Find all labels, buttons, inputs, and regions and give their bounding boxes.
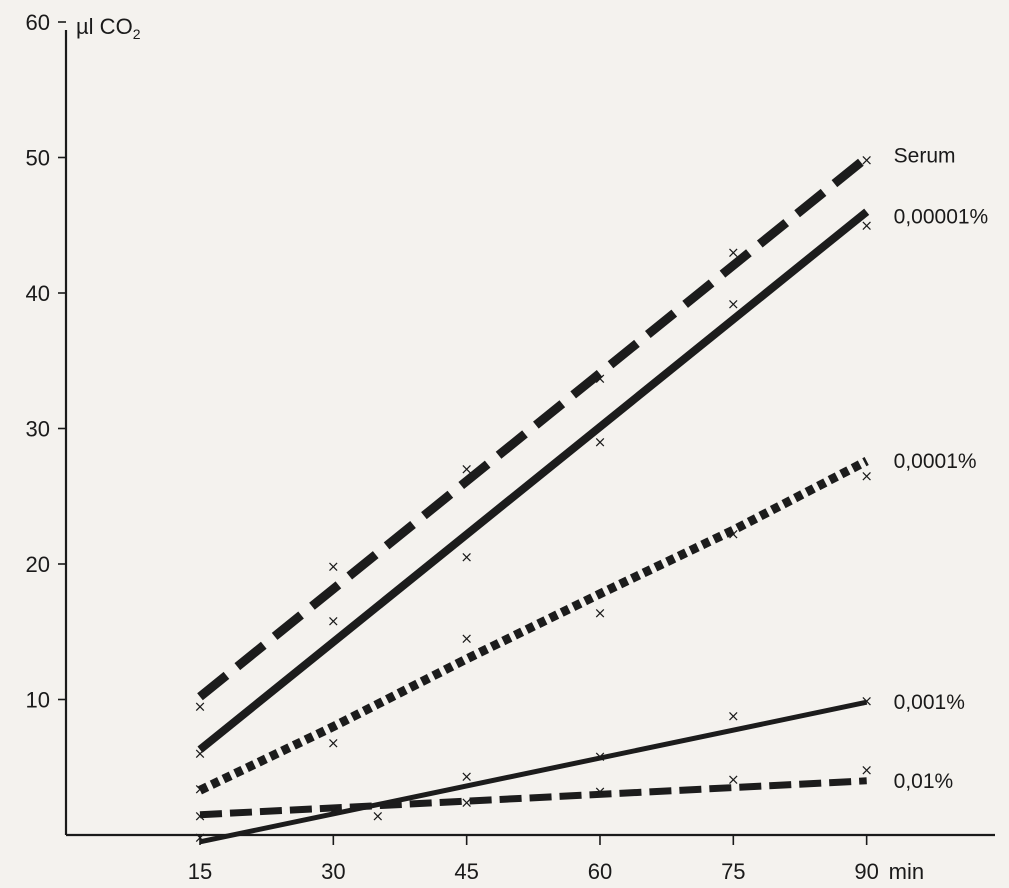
point-1-1: × [327,612,340,630]
point-1-3: × [594,433,607,451]
point-1-2: × [460,548,473,566]
series-line-4 [199,777,867,819]
series-label-2: 0,0001% [894,450,977,473]
point-4-6: × [860,761,873,779]
point-2-2: × [460,630,473,648]
point-0-3: × [594,369,607,387]
series-line-2 [198,457,869,795]
point-4-1: × [327,802,340,820]
point-4-0: × [194,807,207,825]
series-line-1 [197,208,870,753]
x-tick-label-90: 90 [854,859,878,884]
point-3-1: × [327,802,340,820]
point-3-4: × [727,707,740,725]
point-3-0: × [194,829,207,847]
point-1-0: × [194,745,207,763]
y-tick-label-20: 20 [26,552,50,577]
point-3-2: × [460,768,473,786]
series-points: ××××××××××××××××××××××××× × ××××× [194,151,873,847]
x-tick-label-45: 45 [454,859,478,884]
point-0-1: × [327,558,340,576]
point-2-1: × [327,734,340,752]
x-ticks: 15 30 45 60 75 90 min [188,835,924,884]
point-2-4: × [727,525,740,543]
series-label-1: 0,00001% [894,206,989,229]
y-tick-label-50: 50 [26,146,50,171]
point-0-4: × [727,243,740,261]
x-axis-unit: min [889,859,924,884]
series-line-0 [197,154,870,701]
y-axis-label: µl CO2 [76,14,141,42]
point-3-3: × [594,747,607,765]
point-1-5: × [860,216,873,234]
point-0-2: × [460,460,473,478]
point-0-5: × [860,151,873,169]
x-tick-label-75: 75 [721,859,745,884]
y-tick-label-10: 10 [26,688,50,713]
x-tick-label-15: 15 [188,859,212,884]
point-4-2: × [371,807,384,825]
y-tick-label-30: 30 [26,417,50,442]
point-4-5: × [727,770,740,788]
point-3-5: × [860,692,873,710]
series-labels: Serum 0,00001% 0,0001% 0,001% 0,01% [894,145,989,793]
point-0-0: × [194,697,207,715]
series-label-4: 0,01% [894,770,954,793]
point-4-3: × [460,793,473,811]
series-label-3: 0,001% [894,691,965,714]
series-label-0: Serum [894,145,956,168]
point-1-4: × [727,295,740,313]
point-2-3: × [594,604,607,622]
point-2-0: × [194,780,207,798]
series-lines [197,154,870,845]
point-4-4: × [594,783,607,801]
series-line-3 [199,699,868,845]
y-ticks: 10 20 30 40 50 60 [26,10,66,713]
point-2-5: × [860,467,873,485]
y-tick-label-60: 60 [26,10,50,35]
x-tick-label-60: 60 [588,859,612,884]
y-tick-label-40: 40 [26,281,50,306]
x-tick-label-30: 30 [321,859,345,884]
